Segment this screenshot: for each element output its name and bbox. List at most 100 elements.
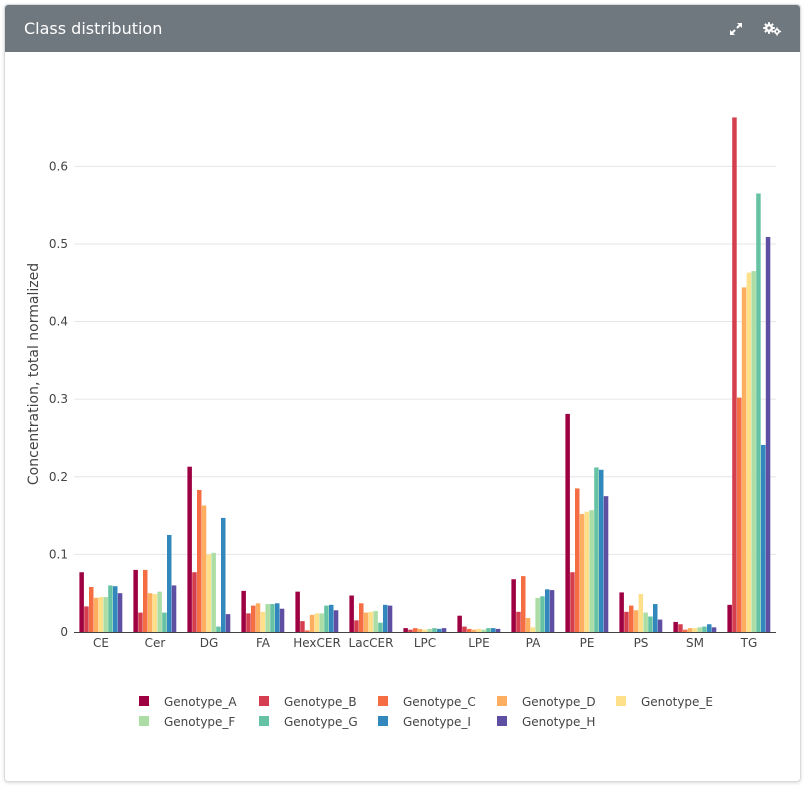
bar-LPC-Genotype_F[interactable]: [427, 628, 432, 632]
bar-PA-Genotype_E[interactable]: [530, 627, 536, 632]
bar-Cer-Genotype_I[interactable]: [167, 534, 172, 632]
legend-item-Genotype_G[interactable]: Genotype_G: [259, 715, 358, 729]
bar-PE-Genotype_A[interactable]: [565, 413, 570, 632]
bar-Cer-Genotype_D[interactable]: [147, 593, 153, 632]
legend-item-Genotype_D[interactable]: Genotype_D: [497, 695, 596, 709]
bar-FA-Genotype_B[interactable]: [246, 613, 251, 632]
legend-item-Genotype_B[interactable]: Genotype_B: [259, 695, 357, 709]
legend-item-Genotype_E[interactable]: Genotype_E: [616, 695, 713, 709]
bar-PS-Genotype_I[interactable]: [653, 604, 658, 632]
bar-PE-Genotype_I[interactable]: [599, 469, 604, 632]
bar-CE-Genotype_E[interactable]: [98, 597, 104, 632]
expand-icon[interactable]: [726, 19, 746, 39]
bar-SM-Genotype_F[interactable]: [697, 627, 702, 632]
bar-Cer-Genotype_B[interactable]: [138, 612, 143, 632]
bar-PE-Genotype_G[interactable]: [594, 467, 599, 632]
bar-LacCER-Genotype_I[interactable]: [383, 604, 388, 632]
bar-LPE-Genotype_I[interactable]: [491, 628, 496, 632]
bar-CE-Genotype_D[interactable]: [93, 597, 99, 632]
bar-PE-Genotype_E[interactable]: [584, 511, 590, 632]
bar-PA-Genotype_C[interactable]: [521, 576, 526, 632]
bar-LPC-Genotype_C[interactable]: [413, 628, 418, 632]
bar-FA-Genotype_D[interactable]: [255, 603, 261, 632]
bar-Cer-Genotype_C[interactable]: [143, 569, 148, 632]
bar-PA-Genotype_F[interactable]: [535, 597, 540, 632]
gears-icon[interactable]: [762, 19, 782, 39]
bar-CE-Genotype_C[interactable]: [89, 586, 94, 632]
bar-LacCER-Genotype_E[interactable]: [368, 611, 374, 632]
bar-HexCER-Genotype_A[interactable]: [295, 591, 300, 632]
bar-PS-Genotype_D[interactable]: [633, 610, 639, 632]
legend-item-Genotype_A[interactable]: Genotype_A: [139, 695, 237, 709]
bar-TG-Genotype_F[interactable]: [751, 271, 756, 632]
bar-TG-Genotype_D[interactable]: [741, 287, 747, 632]
bar-PA-Genotype_I[interactable]: [545, 589, 550, 632]
bar-LacCER-Genotype_C[interactable]: [359, 603, 364, 632]
bar-FA-Genotype_E[interactable]: [260, 611, 266, 632]
bar-SM-Genotype_I[interactable]: [707, 624, 712, 632]
bar-PA-Genotype_B[interactable]: [516, 611, 521, 632]
bar-TG-Genotype_C[interactable]: [737, 397, 742, 632]
bar-LPE-Genotype_B[interactable]: [462, 626, 467, 632]
bar-LacCER-Genotype_B[interactable]: [354, 620, 359, 632]
bar-LacCER-Genotype_A[interactable]: [349, 595, 354, 632]
bar-HexCER-Genotype_G[interactable]: [324, 605, 329, 632]
bar-PS-Genotype_B[interactable]: [624, 611, 629, 632]
bar-PE-Genotype_F[interactable]: [589, 510, 594, 632]
bar-TG-Genotype_A[interactable]: [727, 604, 732, 632]
bar-HexCER-Genotype_H[interactable]: [333, 610, 339, 632]
bar-LPE-Genotype_A[interactable]: [457, 615, 462, 632]
bar-DG-Genotype_G[interactable]: [216, 626, 221, 632]
bar-FA-Genotype_C[interactable]: [251, 605, 256, 632]
bar-SM-Genotype_E[interactable]: [692, 628, 698, 632]
bar-PA-Genotype_D[interactable]: [525, 618, 531, 632]
bar-SM-Genotype_A[interactable]: [673, 621, 678, 632]
bar-LPE-Genotype_D[interactable]: [471, 629, 477, 632]
bar-LPE-Genotype_F[interactable]: [481, 629, 486, 632]
bar-PE-Genotype_B[interactable]: [570, 572, 575, 632]
legend-item-Genotype_H[interactable]: Genotype_H: [497, 715, 595, 729]
bar-PS-Genotype_E[interactable]: [638, 593, 644, 632]
bar-TG-Genotype_E[interactable]: [746, 272, 752, 632]
bar-CE-Genotype_G[interactable]: [108, 585, 113, 632]
bar-LPC-Genotype_D[interactable]: [417, 628, 423, 632]
bar-HexCER-Genotype_F[interactable]: [319, 613, 324, 632]
bar-LacCER-Genotype_H[interactable]: [387, 605, 393, 632]
bar-PA-Genotype_H[interactable]: [549, 590, 555, 632]
bar-TG-Genotype_I[interactable]: [761, 444, 766, 632]
bar-PS-Genotype_C[interactable]: [629, 605, 634, 632]
bar-PA-Genotype_G[interactable]: [540, 596, 545, 632]
bar-HexCER-Genotype_C[interactable]: [305, 630, 310, 632]
bar-FA-Genotype_A[interactable]: [241, 590, 246, 632]
bar-HexCER-Genotype_E[interactable]: [314, 613, 320, 632]
bar-SM-Genotype_C[interactable]: [683, 629, 688, 632]
bar-PS-Genotype_G[interactable]: [648, 616, 653, 632]
bar-LacCER-Genotype_G[interactable]: [378, 622, 383, 632]
bar-LPC-Genotype_E[interactable]: [422, 629, 428, 632]
legend-item-Genotype_I[interactable]: Genotype_I: [378, 715, 471, 729]
bar-LPC-Genotype_A[interactable]: [403, 628, 408, 632]
bar-Cer-Genotype_E[interactable]: [152, 593, 158, 632]
bar-DG-Genotype_E[interactable]: [206, 554, 212, 632]
bar-PS-Genotype_A[interactable]: [619, 592, 624, 632]
bar-CE-Genotype_A[interactable]: [79, 572, 84, 632]
bar-Cer-Genotype_H[interactable]: [171, 585, 177, 632]
bar-DG-Genotype_C[interactable]: [197, 489, 202, 632]
bar-CE-Genotype_B[interactable]: [84, 606, 89, 632]
bar-SM-Genotype_H[interactable]: [711, 627, 717, 632]
bar-LPC-Genotype_I[interactable]: [437, 628, 442, 632]
bar-FA-Genotype_G[interactable]: [270, 604, 275, 632]
bar-TG-Genotype_G[interactable]: [756, 193, 761, 632]
bar-FA-Genotype_H[interactable]: [279, 608, 285, 632]
bar-TG-Genotype_B[interactable]: [732, 117, 737, 632]
bar-TG-Genotype_H[interactable]: [765, 236, 771, 632]
bar-SM-Genotype_G[interactable]: [702, 626, 707, 632]
bar-LPC-Genotype_H[interactable]: [441, 628, 447, 632]
bar-DG-Genotype_I[interactable]: [221, 517, 226, 632]
bar-Cer-Genotype_G[interactable]: [162, 612, 167, 632]
bar-CE-Genotype_F[interactable]: [103, 597, 108, 632]
bar-LPE-Genotype_H[interactable]: [495, 628, 501, 632]
bar-DG-Genotype_H[interactable]: [225, 614, 231, 632]
bar-PE-Genotype_D[interactable]: [579, 514, 585, 632]
bar-LPE-Genotype_E[interactable]: [476, 628, 482, 632]
